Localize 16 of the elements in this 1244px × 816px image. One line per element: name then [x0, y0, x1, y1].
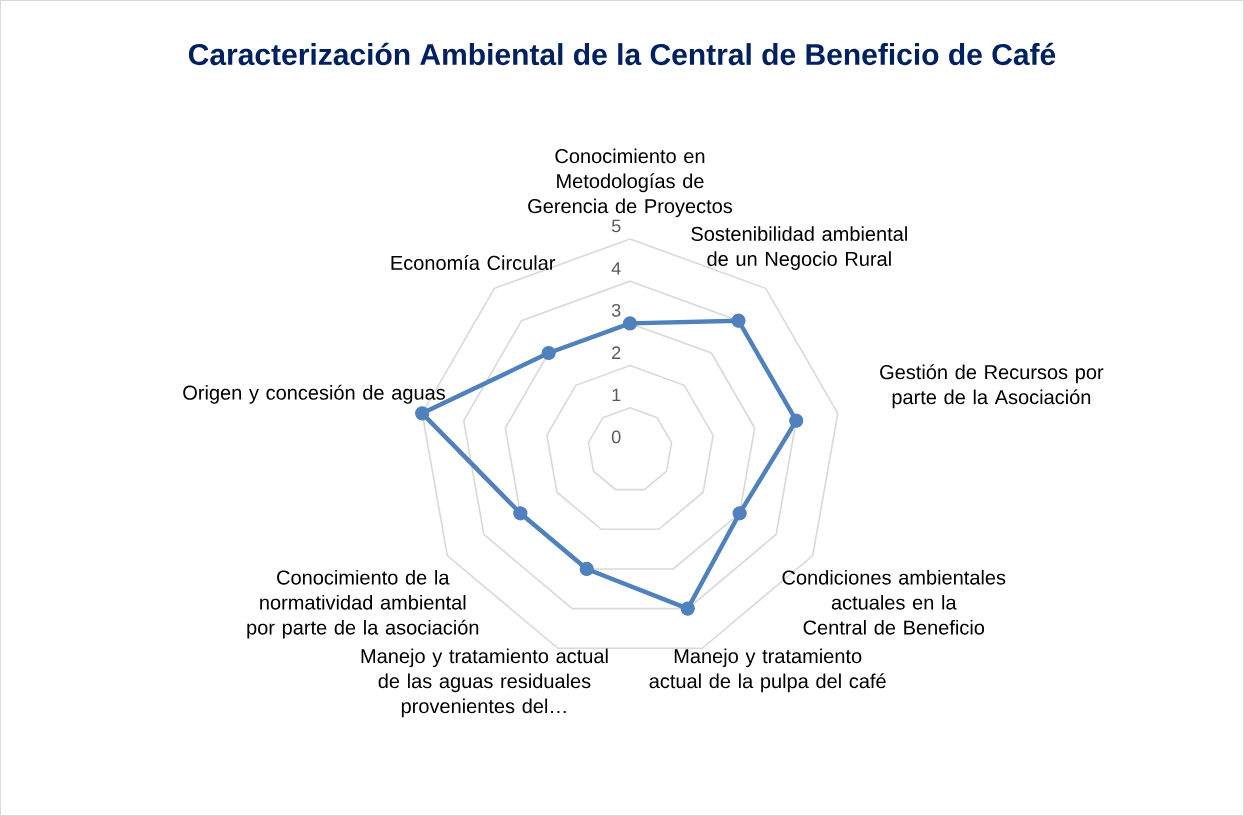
y-tick-label: 2 [612, 346, 621, 359]
spoke-label: Conocimiento en Metodologías de Gerencia de Proyectos [528, 148, 733, 218]
y-tick-label: 0 [611, 430, 621, 444]
spoke-label: Manejo y tratamiento actual de la pulpa del café [649, 648, 886, 693]
y-tick-label: 3 [611, 303, 621, 317]
chart-title: Caracterización Ambiental de la Central de Beneficio de Café [188, 42, 1056, 66]
spoke-label: Economía Circular [391, 255, 556, 270]
spoke-label: Sostenibilidad ambiental de un Negocio Rural [691, 226, 907, 270]
spoke-label: Condiciones ambientales actuales en la Central de Beneficio [782, 569, 1006, 635]
y-tick-label: 1 [612, 388, 621, 402]
y-tick-label: 5 [611, 219, 621, 233]
spoke-label: Gestión de Recursos por parte de la Asociación [880, 364, 1104, 409]
y-tick-label: 4 [611, 262, 621, 275]
spoke-label: Conocimiento de la normatividad ambiental por parte de la asociación [247, 569, 479, 639]
spoke-label: Manejo y tratamiento actual de las aguas residuales provenientes del… [361, 648, 608, 718]
spoke-label: Origen y concesión de aguas [183, 384, 445, 404]
